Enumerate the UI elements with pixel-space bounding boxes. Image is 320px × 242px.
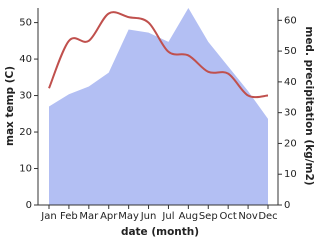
y2-axis-title: med. precipitation (kg/m2): [303, 26, 315, 185]
precipitation-area: [49, 8, 268, 205]
y2-tick-label: 40: [284, 77, 297, 88]
y-tick-label: 20: [19, 127, 32, 138]
y-tick-label: 30: [19, 91, 32, 102]
x-tick-label: Aug: [179, 211, 199, 222]
x-tick-label: Jan: [40, 211, 56, 222]
x-tick-label: Sep: [199, 211, 218, 222]
x-tick-label: Oct: [220, 211, 237, 222]
x-tick-label: Nov: [238, 211, 258, 222]
y-tick-label: 10: [19, 164, 32, 175]
y2-tick-label: 50: [284, 46, 297, 57]
temp-line: [48, 11, 269, 99]
y2-tick-label: 20: [284, 138, 297, 149]
y2-tick-label: 0: [284, 200, 290, 211]
y-tick-label: 0: [26, 200, 32, 211]
y2-tick-label: 10: [284, 169, 297, 180]
x-tick-label: Apr: [100, 211, 118, 222]
x-tick-label: Jul: [161, 211, 174, 222]
y-tick-label: 50: [19, 18, 32, 29]
x-tick-label: Dec: [258, 211, 277, 222]
x-tick-label: Mar: [79, 211, 99, 222]
y-axis-title: max temp (C): [4, 66, 16, 146]
x-tick-label: Feb: [60, 211, 78, 222]
x-axis-title: date (month): [121, 226, 199, 238]
y2-tick-label: 30: [284, 108, 297, 119]
y2-tick-label: 60: [284, 15, 297, 26]
x-tick-label: Jun: [140, 211, 157, 222]
y-tick-label: 40: [19, 54, 32, 65]
x-tick-label: May: [118, 211, 139, 222]
